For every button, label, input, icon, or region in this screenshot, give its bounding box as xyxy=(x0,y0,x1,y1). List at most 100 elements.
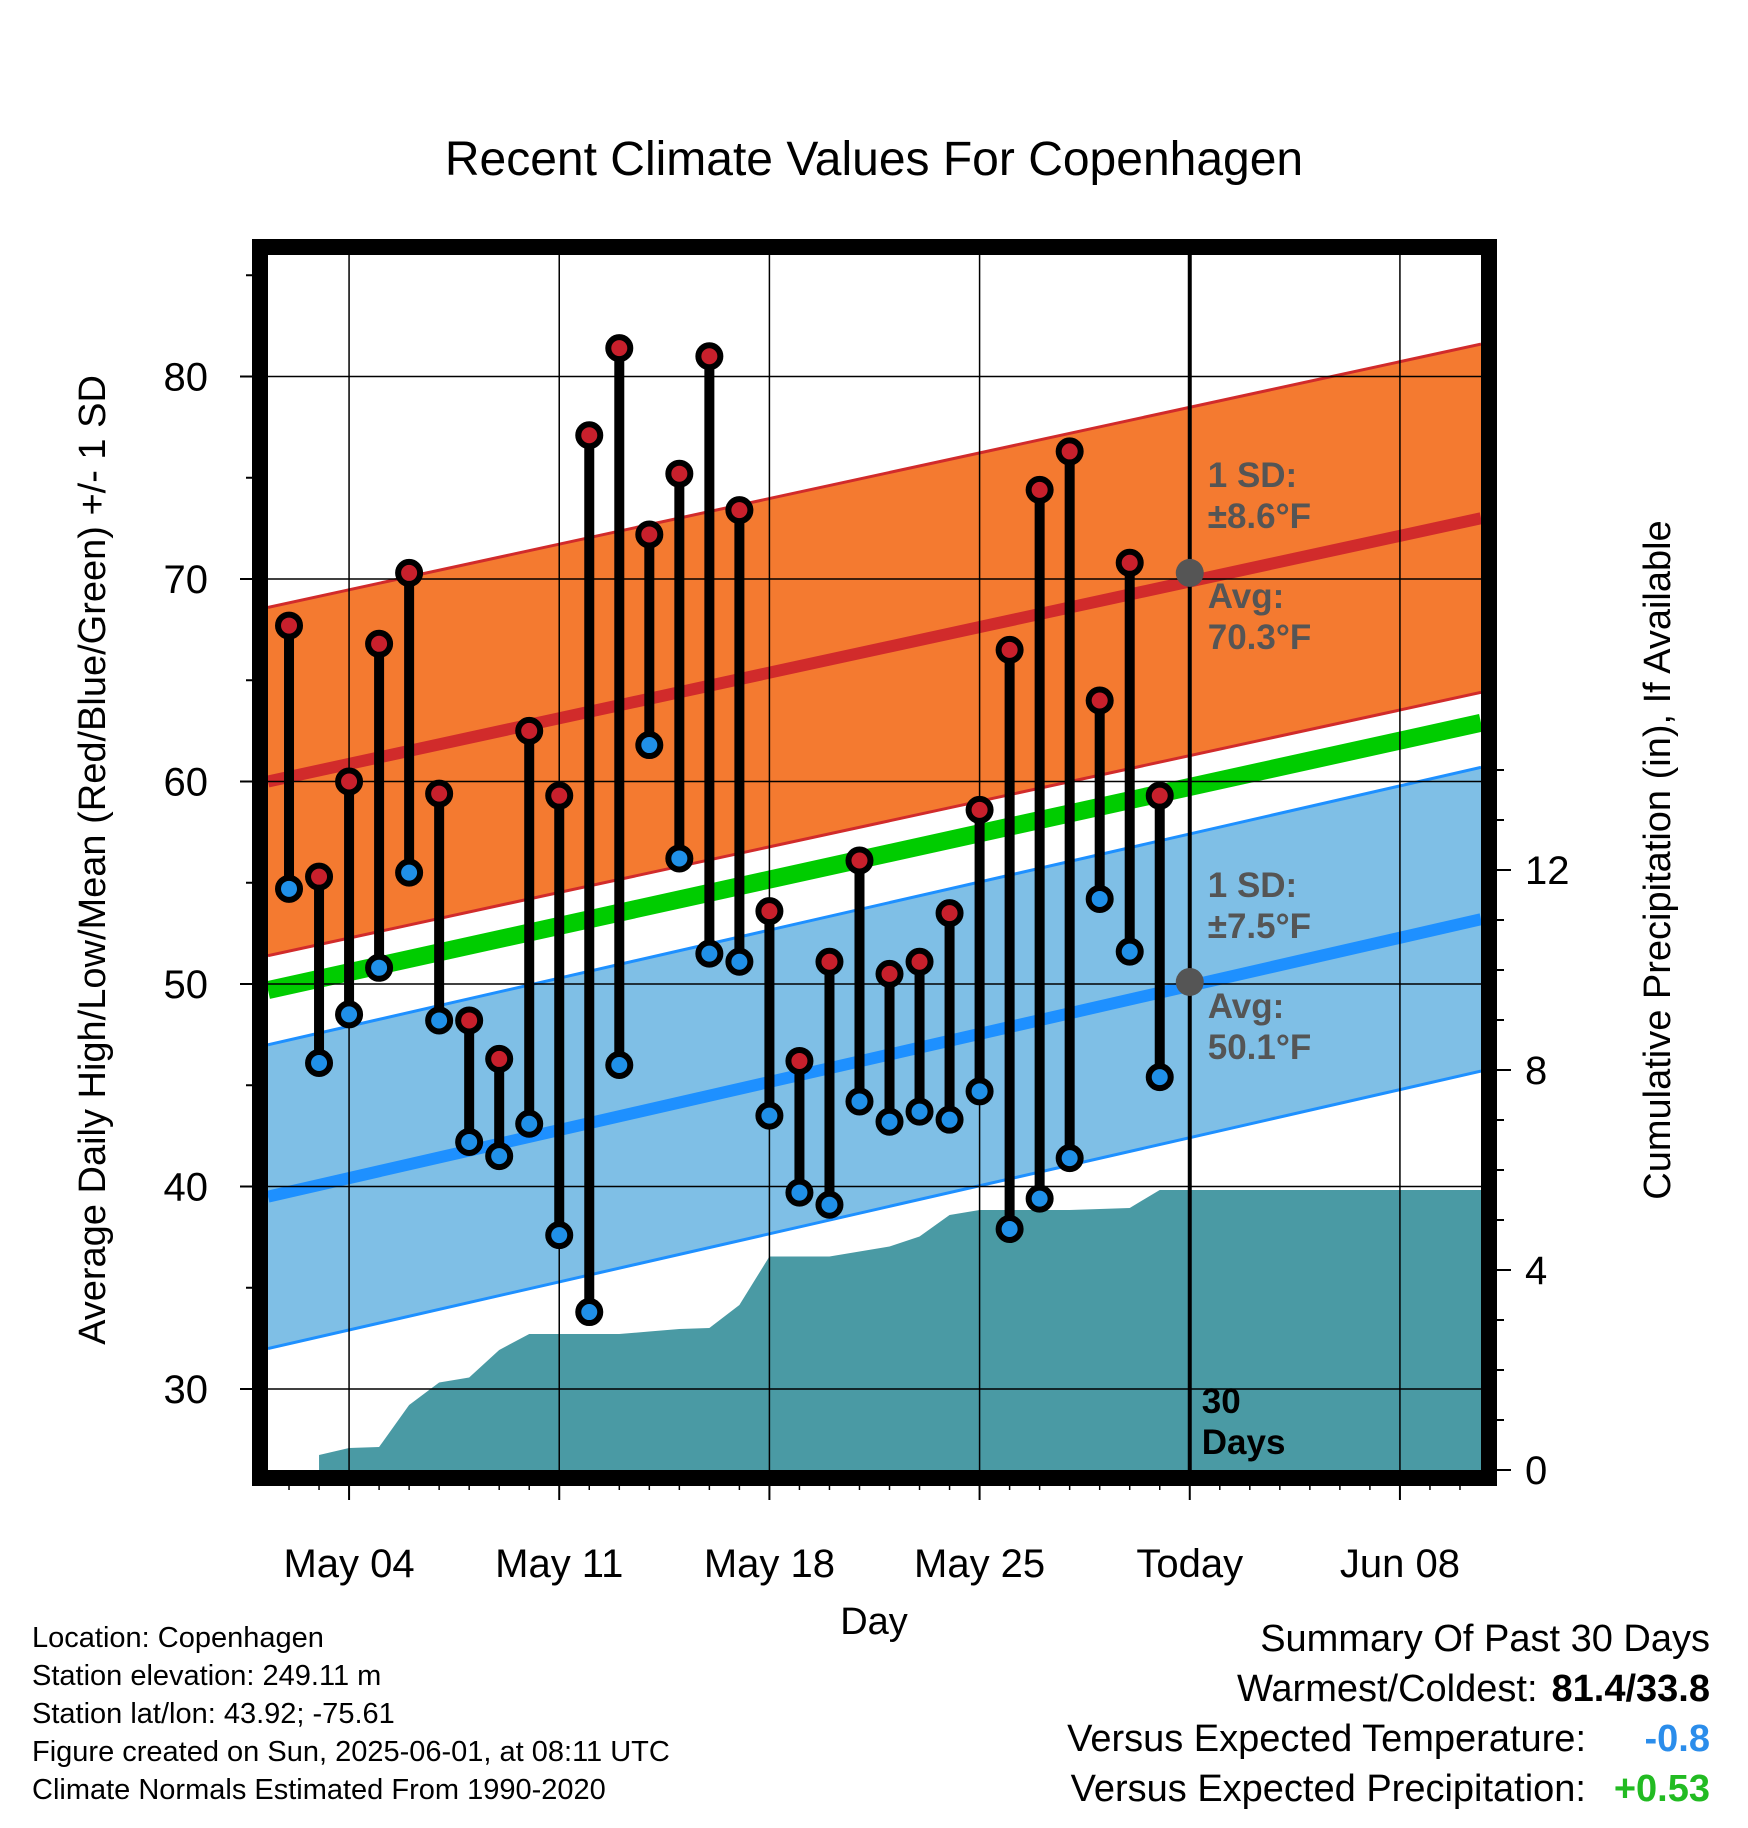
x-tick-label: May 18 xyxy=(704,1542,835,1586)
high-point xyxy=(575,421,604,450)
y-right-tick-label: 0 xyxy=(1525,1449,1547,1493)
high-point xyxy=(1085,686,1114,715)
high-sd-annotation-line: 1 SD: xyxy=(1208,456,1297,495)
y-axis-left-label: Average Daily High/Low/Mean (Red/Blue/Gr… xyxy=(72,375,114,1345)
high-point xyxy=(485,1044,514,1073)
low-point xyxy=(545,1221,574,1250)
footer-normals: Climate Normals Estimated From 1990-2020 xyxy=(32,1774,606,1806)
summary-temp-row: Versus Expected Temperature: -0.8 xyxy=(1067,1714,1710,1764)
high-point xyxy=(1055,437,1084,466)
low-point xyxy=(665,844,694,873)
axes: 30 40 50 60 70 80 0 4 8 12 May 04 May 11 May 18 May 2… xyxy=(164,239,1570,1586)
low-point xyxy=(365,953,394,982)
footer-latlon: Station lat/lon: 43.92; -75.61 xyxy=(32,1698,395,1730)
y-axis-right-label: Cumulative Precipitation (in), If Availa… xyxy=(1637,520,1679,1199)
normal-low-band-upper-edge xyxy=(268,765,1481,1047)
y-left-tick-label: 60 xyxy=(164,761,209,805)
high-point xyxy=(665,459,694,488)
high-point xyxy=(935,899,964,928)
low-point xyxy=(935,1105,964,1134)
high-point xyxy=(515,716,544,745)
footer-created: Figure created on Sun, 2025-06-01, at 08… xyxy=(32,1736,670,1768)
y-left-tick-label: 80 xyxy=(164,356,209,400)
low-point xyxy=(575,1298,604,1327)
today-high-avg-marker xyxy=(1175,558,1204,587)
high-point xyxy=(425,779,454,808)
normal-high-band-upper-edge xyxy=(268,342,1481,609)
summary-precip-row: Versus Expected Precipitation: +0.53 xyxy=(1067,1764,1710,1814)
y-left-tick-label: 30 xyxy=(164,1368,209,1412)
low-sd-annotation-line: 1 SD: xyxy=(1208,866,1297,905)
high-sd-annotation: 1 SD: ±8.6°F xyxy=(1208,456,1311,536)
today-days-annotation-line: 30 xyxy=(1202,1382,1241,1421)
footer-location: Location: Copenhagen xyxy=(32,1622,324,1654)
footer-elevation: Station elevation: 249.11 m xyxy=(32,1660,382,1692)
low-avg-annotation: Avg: 50.1°F xyxy=(1208,987,1312,1067)
y-left-tick-label: 50 xyxy=(164,963,209,1007)
low-point xyxy=(455,1127,484,1156)
high-point xyxy=(1025,475,1054,504)
summary-warmest-row: Warmest/Coldest: 81.4/33.8 xyxy=(1067,1664,1710,1714)
high-point xyxy=(455,1006,484,1035)
high-point xyxy=(305,862,334,891)
low-point xyxy=(965,1077,994,1106)
high-point xyxy=(905,947,934,976)
normal-mean-line xyxy=(268,713,1481,999)
low-point xyxy=(1025,1184,1054,1213)
summary-precip-value: +0.53 xyxy=(1613,1768,1710,1810)
chart-title: Recent Climate Values For Copenhagen xyxy=(445,133,1303,186)
summary-heading: Summary Of Past 30 Days xyxy=(1260,1618,1710,1660)
x-tick-label: Today xyxy=(1136,1542,1243,1586)
x-tick-label: May 04 xyxy=(283,1542,414,1586)
low-avg-annotation-line: 50.1°F xyxy=(1208,1028,1312,1067)
high-point xyxy=(875,959,904,988)
summary-temp-value: -0.8 xyxy=(1644,1718,1710,1760)
low-point xyxy=(905,1097,934,1126)
y-left-tick-label: 40 xyxy=(164,1166,209,1210)
high-point xyxy=(605,334,634,363)
today-low-avg-marker xyxy=(1175,967,1204,996)
low-point xyxy=(785,1178,814,1207)
low-point xyxy=(1085,884,1114,913)
low-point xyxy=(995,1215,1024,1244)
low-point xyxy=(635,731,664,760)
high-point xyxy=(845,846,874,875)
low-point xyxy=(725,947,754,976)
high-point xyxy=(545,781,574,810)
low-point xyxy=(275,874,304,903)
low-point xyxy=(1115,937,1144,966)
high-point xyxy=(755,897,784,926)
low-avg-annotation-line: Avg: xyxy=(1208,987,1284,1026)
high-point xyxy=(785,1046,814,1075)
high-avg-annotation-line: 70.3°F xyxy=(1208,618,1312,657)
high-point xyxy=(695,342,724,371)
x-tick-label: Jun 08 xyxy=(1340,1542,1460,1586)
summary-warmest-label: Warmest/Coldest: xyxy=(1236,1668,1538,1710)
low-point xyxy=(875,1107,904,1136)
high-point xyxy=(1145,781,1174,810)
high-point xyxy=(275,611,304,640)
summary-panel: Summary Of Past 30 Days Warmest/Coldest:… xyxy=(1067,1614,1710,1814)
summary-warmest-value: 81.4/33.8 xyxy=(1551,1668,1710,1710)
plot-content xyxy=(268,255,1481,1470)
high-sd-annotation-line: ±8.6°F xyxy=(1208,497,1311,536)
plot-frame xyxy=(252,239,1497,1486)
today-days-annotation-line: Days xyxy=(1202,1423,1286,1462)
x-tick-label: May 25 xyxy=(914,1542,1045,1586)
normal-low-band-lower-edge xyxy=(268,1069,1481,1350)
low-point xyxy=(305,1048,334,1077)
low-point xyxy=(425,1006,454,1035)
low-point xyxy=(1145,1063,1174,1092)
low-point xyxy=(485,1142,514,1171)
low-point xyxy=(335,1000,364,1029)
low-point xyxy=(695,939,724,968)
x-tick-label: May 11 xyxy=(495,1542,623,1586)
low-point xyxy=(1055,1144,1084,1173)
low-point xyxy=(605,1051,634,1079)
high-point xyxy=(965,795,994,824)
high-avg-annotation-line: Avg: xyxy=(1208,577,1284,616)
low-point xyxy=(845,1087,874,1116)
x-axis-label: Day xyxy=(840,1601,908,1643)
today-days-annotation: 30 Days xyxy=(1202,1382,1286,1462)
